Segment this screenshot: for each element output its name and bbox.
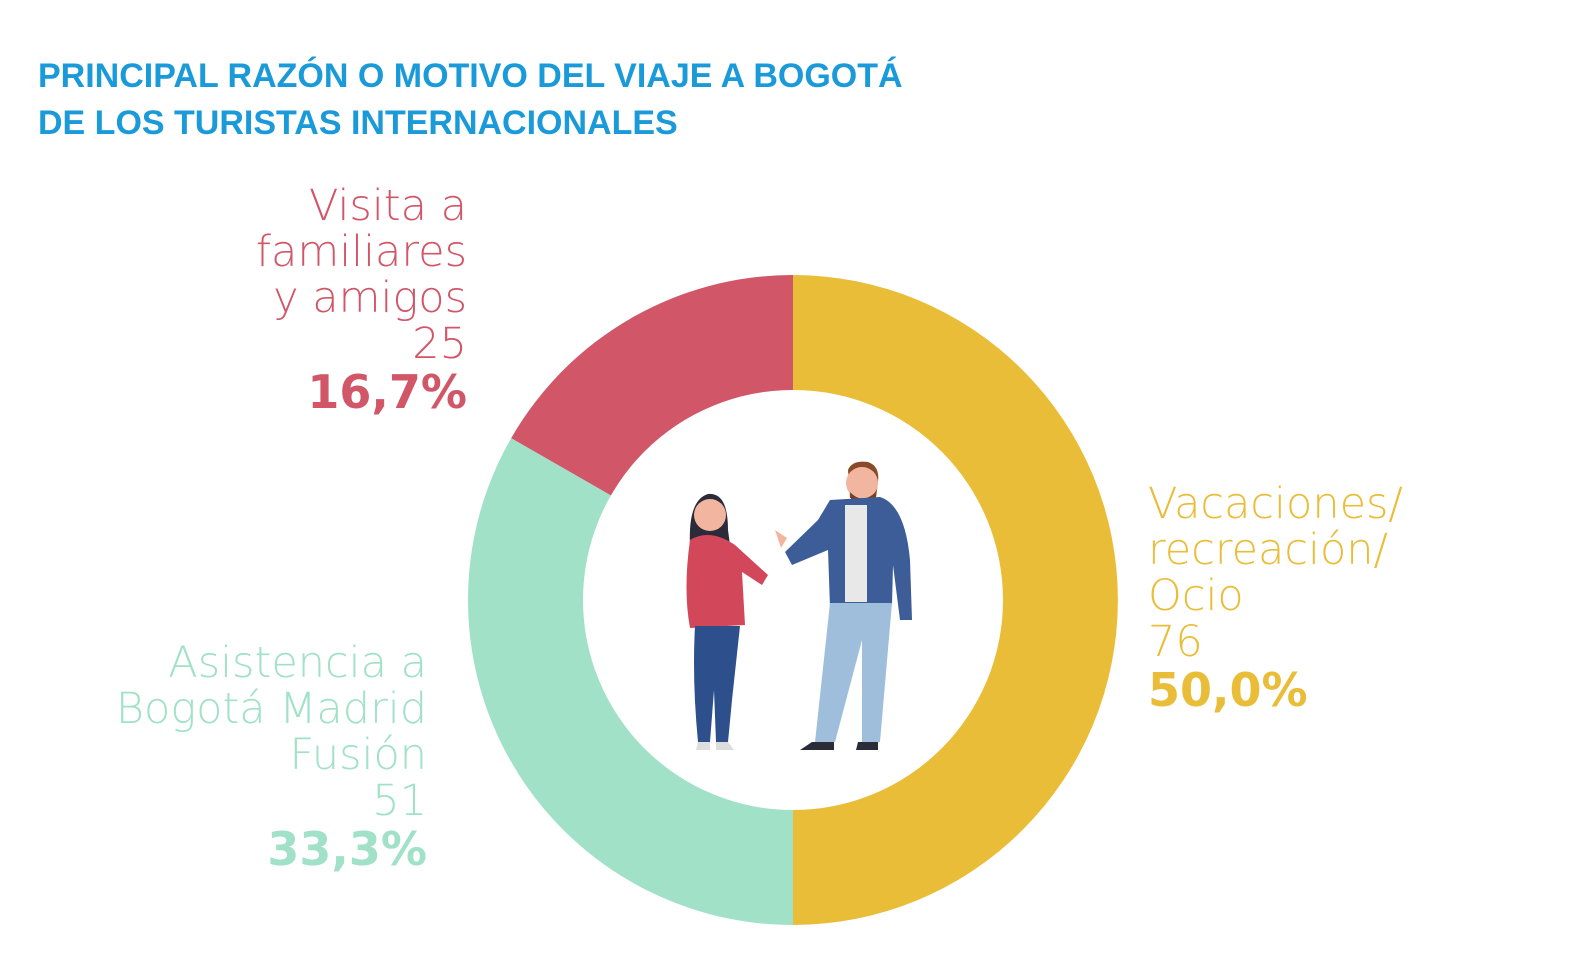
chart-title: PRINCIPAL RAZÓN O MOTIVO DEL VIAJE A BOG… xyxy=(38,57,903,95)
donut-segment xyxy=(467,438,793,925)
chart-title: DE LOS TURISTAS INTERNACIONALES xyxy=(38,104,678,142)
category-label: Fusión xyxy=(289,730,427,780)
category-label: y amigos xyxy=(273,273,467,323)
category-label: familiares xyxy=(256,227,467,277)
category-label: Asistencia a xyxy=(168,638,427,688)
category-label: Visita a xyxy=(309,181,467,231)
category-label: Vacaciones/ xyxy=(1148,479,1403,529)
category-label: Bogotá Madrid xyxy=(116,684,427,734)
donut xyxy=(467,275,1118,925)
category-label: Ocio xyxy=(1148,571,1244,621)
value-label: 33,3% xyxy=(267,822,427,876)
donut-segment xyxy=(793,275,1118,925)
donut-segment xyxy=(511,275,793,497)
count-label: 76 xyxy=(1148,617,1203,667)
donut-hole xyxy=(583,390,1003,810)
category-label: recreación/ xyxy=(1148,525,1388,575)
count-label: 51 xyxy=(372,776,427,826)
illustration xyxy=(686,461,912,750)
value-label: 50,0% xyxy=(1148,663,1308,717)
count-label: 25 xyxy=(412,319,467,369)
value-label: 16,7% xyxy=(307,365,467,419)
